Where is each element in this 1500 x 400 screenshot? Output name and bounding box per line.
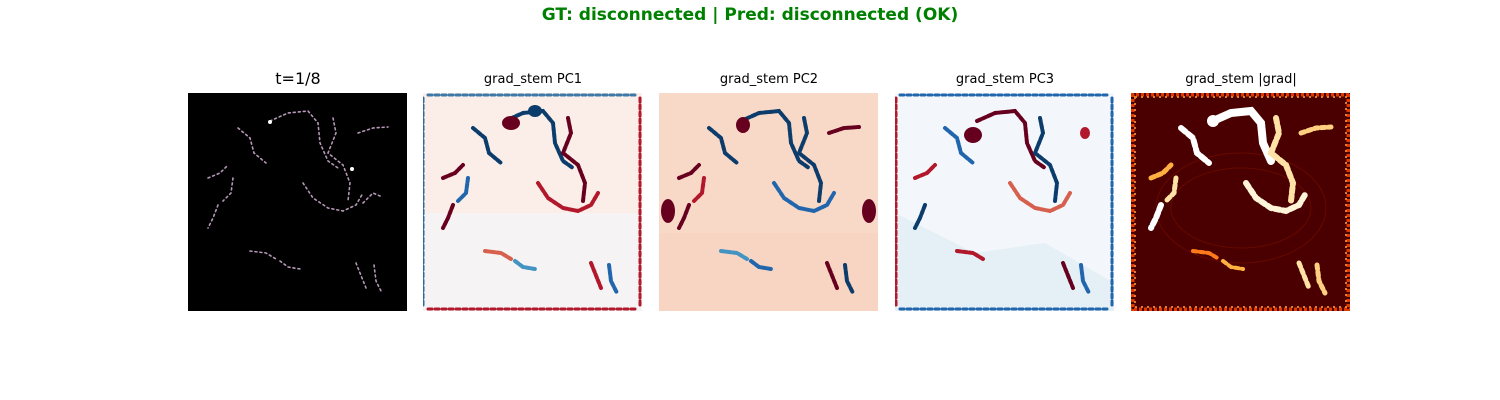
panel-pc3-map bbox=[895, 93, 1114, 311]
panel-pc1-map bbox=[423, 93, 642, 311]
panel-input-image bbox=[188, 93, 407, 311]
figure-title: GT: disconnected | Pred: disconnected (O… bbox=[541, 5, 959, 25]
panel-title-pc3: grad_stem PC3 bbox=[955, 72, 1055, 87]
panel-pc2-map bbox=[659, 93, 878, 311]
panel-grad-magnitude-map bbox=[1131, 93, 1350, 311]
panel-title-pc2: grad_stem PC2 bbox=[719, 72, 819, 87]
panel-title-input: t=1/8 bbox=[275, 69, 321, 88]
panel-title-pc1: grad_stem PC1 bbox=[483, 72, 583, 87]
panel-title-grad-magnitude: grad_stem |grad| bbox=[1185, 72, 1297, 87]
